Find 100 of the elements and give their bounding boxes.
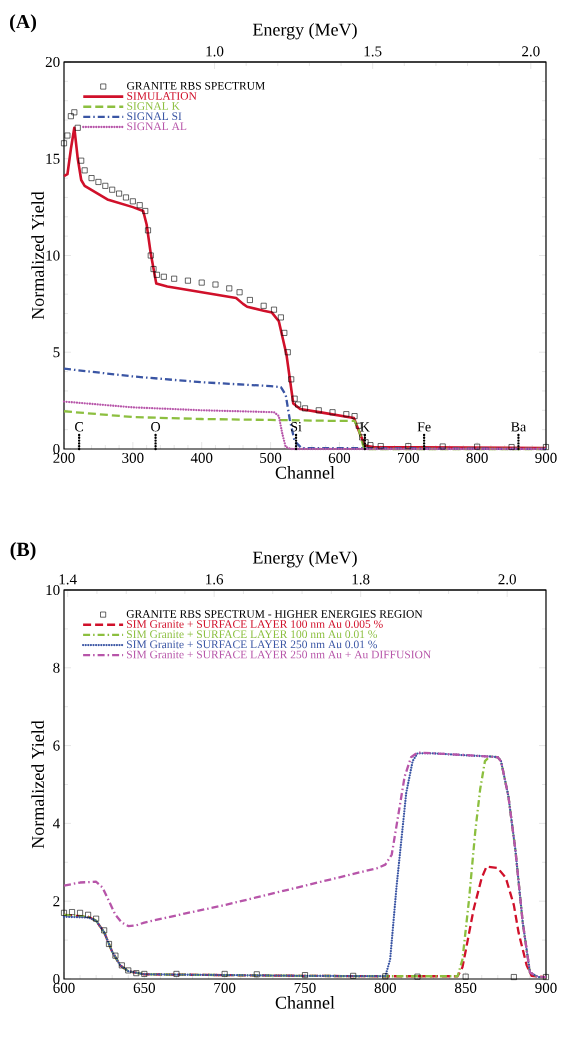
point [129, 198, 136, 205]
point [510, 974, 517, 980]
y-axis-title: Normalized Yield [31, 720, 44, 849]
point [439, 443, 446, 450]
y-tick-label: 6 [53, 740, 60, 751]
point [302, 972, 308, 978]
point [260, 302, 267, 309]
point [141, 971, 148, 977]
point [462, 973, 469, 980]
x-axis-title: Channel [275, 466, 335, 479]
x2-tick-label: 1.5 [364, 46, 382, 57]
point [77, 909, 83, 916]
point [198, 279, 205, 286]
legend-label: SIM Granite + SURFACE LAYER 100 nm Au 0.005 % [127, 620, 383, 628]
legend-label: SIGNAL K [127, 102, 180, 110]
point [69, 909, 75, 915]
point [221, 971, 228, 977]
y-tick-label: 10 [46, 584, 60, 596]
point [185, 277, 191, 284]
x-tick-label: 650 [133, 982, 156, 993]
point [474, 443, 481, 450]
point [88, 175, 95, 181]
point [123, 194, 129, 201]
point [81, 167, 88, 174]
point [102, 182, 109, 189]
x-tick-label: 200 [53, 452, 75, 463]
ref-line-label: Fe [417, 422, 431, 432]
point [359, 434, 366, 441]
point [109, 186, 116, 193]
x-tick-label: 700 [214, 982, 236, 993]
y-axis-title: Normalized Yield [31, 191, 44, 320]
point [133, 970, 140, 977]
x-tick-label: 300 [122, 452, 144, 463]
x-tick-label: 700 [398, 452, 419, 463]
x-tick-label: 800 [374, 982, 397, 993]
point [101, 927, 108, 934]
y-tick-label: 20 [45, 56, 60, 68]
point [414, 973, 421, 980]
point [329, 409, 336, 416]
x2-tick-label: 1.0 [206, 46, 224, 57]
point [106, 941, 112, 947]
point [271, 306, 277, 313]
point [116, 190, 122, 197]
point [315, 407, 322, 414]
point [508, 444, 515, 450]
x2-tick-label: 2.0 [498, 574, 516, 585]
x2-tick-label: 1.6 [206, 574, 224, 585]
point [350, 972, 357, 979]
x-tick-label: 400 [190, 452, 213, 463]
point [382, 973, 389, 980]
y-tick-label: 0 [53, 443, 60, 455]
y-tick-label: 10 [46, 250, 60, 261]
point [95, 179, 102, 185]
x2-axis-title: Energy (MeV) [252, 551, 357, 568]
point [343, 411, 350, 418]
point [61, 140, 67, 147]
x-tick-label: 600 [53, 982, 75, 993]
x-tick-label: 750 [294, 982, 316, 993]
y-tick-label: 0 [53, 973, 60, 985]
y-tick-label: 15 [46, 153, 60, 164]
point [288, 376, 295, 383]
ref-line-label: C [75, 422, 84, 432]
point [173, 971, 180, 977]
x-tick-label: 500 [260, 452, 282, 463]
point [136, 202, 143, 209]
point [367, 442, 374, 449]
x2-axis-title: Energy (MeV) [252, 23, 357, 40]
point [377, 443, 384, 449]
point [78, 157, 85, 164]
point [284, 349, 291, 356]
point [351, 413, 358, 419]
x-tick-label: 600 [328, 452, 351, 463]
x-tick-label: 800 [466, 452, 488, 463]
point [295, 401, 302, 408]
legend-label: GRANITE RBS SPECTRUM - HIGHER ENERGIES REGION [126, 610, 423, 618]
point [154, 271, 160, 278]
legend-label: SIMULATION [127, 92, 197, 100]
point [85, 911, 91, 918]
point [236, 289, 243, 296]
legend-label: SIM Granite + SURFACE LAYER 250 nm Au 0.01 % [127, 640, 378, 649]
point [142, 208, 149, 214]
point [61, 909, 67, 916]
legend-label: SIM Granite + SURFACE LAYER 250 nm Au + Au DIFFUSION [127, 650, 431, 659]
point [150, 266, 157, 272]
point [302, 405, 308, 412]
point [212, 281, 219, 288]
point [281, 330, 288, 336]
point [147, 252, 154, 259]
point [74, 124, 81, 131]
point [171, 275, 178, 282]
legend-label: SIGNAL AL [127, 122, 187, 131]
point [291, 395, 298, 402]
legend-label: SIM Granite + SURFACE LAYER 100 nm Au 0.01 % [127, 630, 378, 639]
ref-line-label: Ba [511, 422, 527, 432]
y-tick-label: 4 [52, 818, 60, 829]
y-tick-label: 8 [53, 662, 60, 673]
point [118, 962, 125, 969]
ref-line-label: Si [291, 422, 302, 432]
ref-line-label: O [151, 422, 161, 432]
x-axis-title: Channel [275, 996, 335, 1009]
